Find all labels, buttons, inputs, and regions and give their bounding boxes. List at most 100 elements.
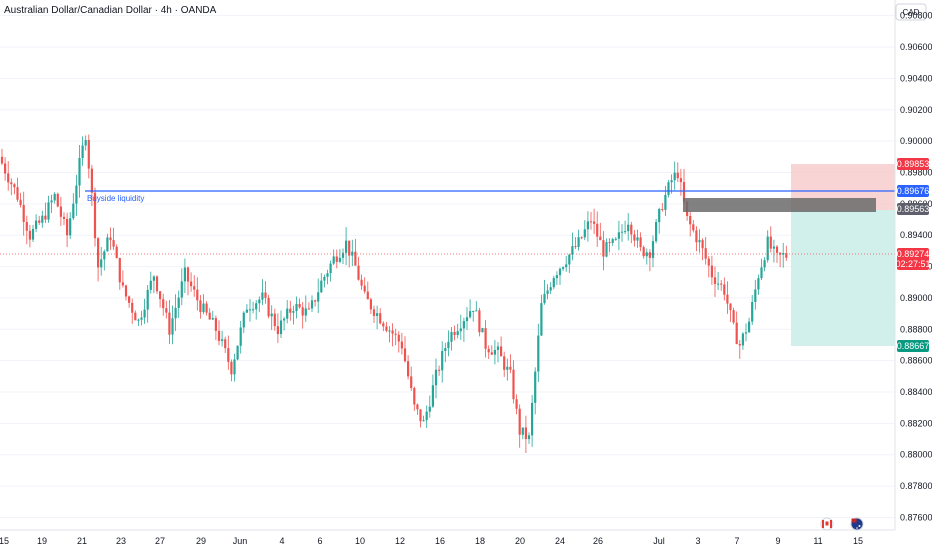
candle-body xyxy=(391,330,394,334)
candle xyxy=(180,268,183,306)
candle xyxy=(25,215,28,245)
candle xyxy=(360,274,363,290)
candle xyxy=(16,177,19,202)
candle-body xyxy=(115,246,118,258)
candle-body xyxy=(177,297,180,308)
candle-body xyxy=(211,318,214,320)
candle xyxy=(512,360,515,404)
candle xyxy=(472,310,475,322)
candle-body xyxy=(25,221,28,231)
candle-body xyxy=(103,251,106,260)
candle xyxy=(562,266,565,272)
candle xyxy=(224,336,227,354)
candle-body xyxy=(19,199,22,205)
time-tick-label: 27 xyxy=(155,536,165,546)
candle xyxy=(379,308,382,325)
candle-body xyxy=(596,223,599,237)
candle xyxy=(372,305,376,323)
candle-body xyxy=(425,411,428,421)
candle xyxy=(568,253,571,273)
candle-body xyxy=(338,257,341,262)
candle-body xyxy=(146,289,149,310)
candle-body xyxy=(465,317,469,322)
candle xyxy=(627,213,630,241)
candle xyxy=(655,219,658,244)
candle-body xyxy=(267,297,270,317)
candle xyxy=(304,295,307,322)
candle-body xyxy=(720,283,723,285)
candle xyxy=(205,301,208,316)
candle-body xyxy=(239,327,242,346)
time-tick-label: 7 xyxy=(734,536,739,546)
candle-body xyxy=(134,312,137,321)
candle-body xyxy=(233,359,236,375)
candle-body xyxy=(766,236,769,261)
candle-body xyxy=(310,300,314,309)
candle-body xyxy=(459,328,462,332)
candle xyxy=(183,258,186,294)
candle-body xyxy=(28,230,31,240)
candle xyxy=(124,284,128,301)
time-axis[interactable]: 15 19 21 23 27 29 Jun 4 6 10 12 16 18 20 24 26 Jul 3 7 9 11 1… xyxy=(0,536,863,546)
candle xyxy=(689,211,692,237)
candle-body xyxy=(258,299,261,304)
canada-flag-icon[interactable] xyxy=(820,517,834,531)
candle xyxy=(159,290,162,308)
candle xyxy=(701,238,704,261)
candle-body xyxy=(137,319,140,321)
candle xyxy=(317,278,320,314)
candle xyxy=(128,295,131,308)
candle-body xyxy=(366,291,369,300)
candle-body xyxy=(227,348,230,362)
candle xyxy=(196,277,199,311)
candle-body xyxy=(658,208,661,223)
candle-body xyxy=(655,222,658,242)
candle-body xyxy=(273,313,276,327)
time-tick-label: 23 xyxy=(116,536,126,546)
candle xyxy=(400,332,403,355)
price-tick-label: 0.88400 xyxy=(900,387,932,397)
candle xyxy=(118,257,121,290)
candle-body xyxy=(633,234,636,241)
candle xyxy=(506,358,509,381)
price-tick-label: 0.88600 xyxy=(900,356,932,366)
currency-button[interactable]: CAD xyxy=(895,3,927,21)
candle xyxy=(447,330,450,357)
price-tick-label: 0.90400 xyxy=(900,73,932,83)
candle xyxy=(760,258,763,281)
candle-body xyxy=(81,145,84,159)
candle xyxy=(276,313,279,343)
time-tick-label: 11 xyxy=(813,536,822,546)
candle-body xyxy=(205,303,208,313)
time-tick-label: 15 xyxy=(0,536,9,546)
candle-body xyxy=(608,242,611,244)
candle-body xyxy=(248,309,252,311)
candle xyxy=(19,192,22,208)
candle-body xyxy=(509,366,512,370)
candle-body xyxy=(574,246,577,248)
candle-body xyxy=(636,237,639,241)
candle xyxy=(186,266,190,296)
candle xyxy=(267,294,270,319)
order-block-box[interactable] xyxy=(683,198,876,212)
candle-body xyxy=(438,369,441,371)
candle xyxy=(413,386,416,411)
candle-body xyxy=(335,256,338,262)
candle xyxy=(552,275,555,290)
candle xyxy=(565,256,568,272)
candle xyxy=(763,257,766,272)
candle-body xyxy=(159,291,162,300)
candle-body xyxy=(369,299,372,310)
candle-body xyxy=(729,303,732,311)
candle-body xyxy=(568,254,571,265)
candle xyxy=(177,290,180,318)
candle-body xyxy=(131,302,134,313)
australia-flag-icon[interactable] xyxy=(850,517,864,531)
candle xyxy=(47,195,50,223)
candle-body xyxy=(90,168,93,193)
candle xyxy=(732,307,735,325)
candle xyxy=(385,321,388,333)
price-tick-label: 0.88000 xyxy=(900,450,932,460)
